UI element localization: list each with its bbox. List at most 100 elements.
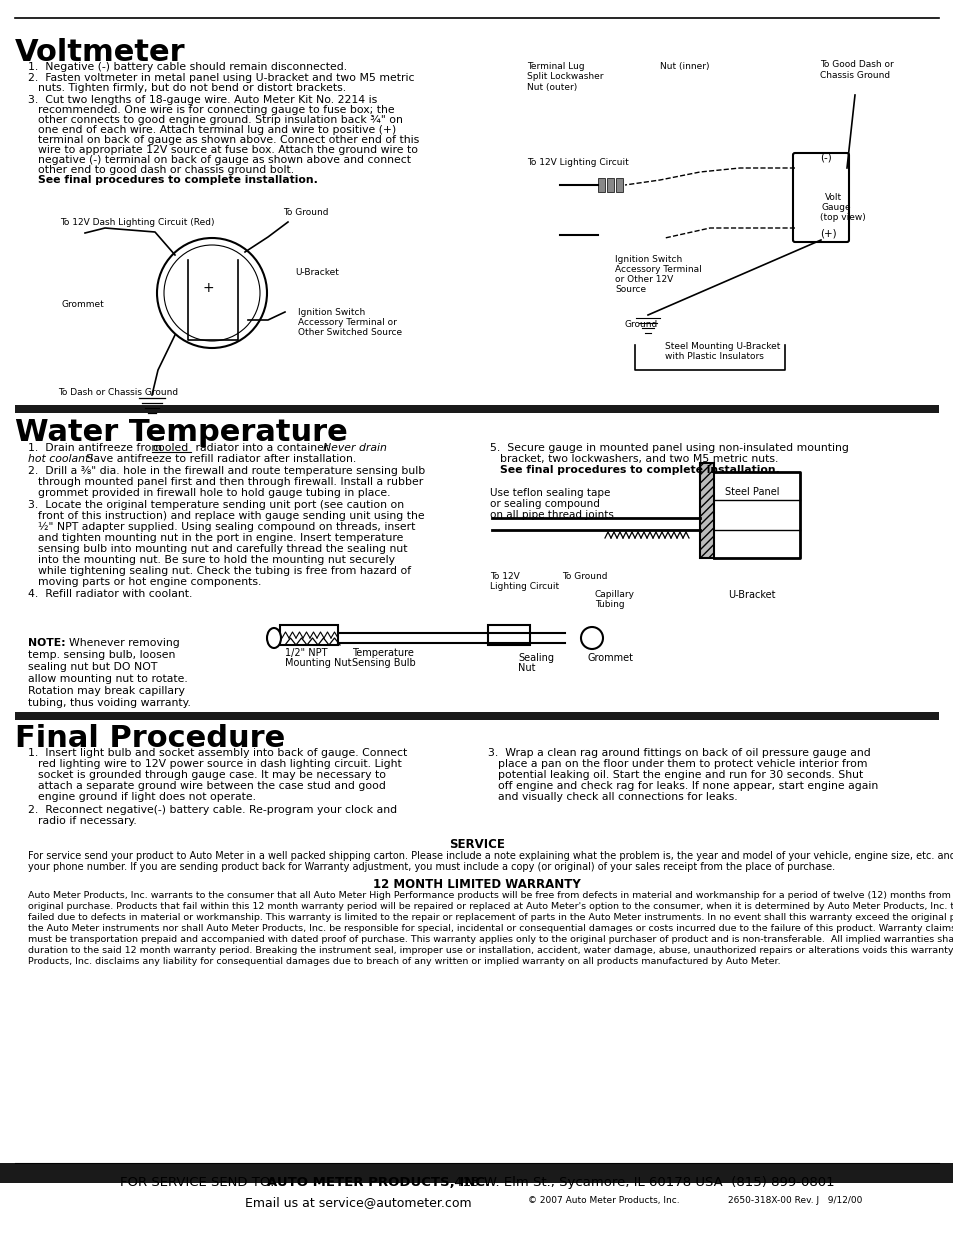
- Text: For service send your product to Auto Meter in a well packed shipping carton. Pl: For service send your product to Auto Me…: [28, 851, 953, 861]
- Text: engine ground if light does not operate.: engine ground if light does not operate.: [38, 792, 255, 802]
- Text: into the mounting nut. Be sure to hold the mounting nut securely: into the mounting nut. Be sure to hold t…: [38, 555, 395, 564]
- Text: Sealing: Sealing: [517, 653, 554, 663]
- Text: other connects to good engine ground. Strip insulation back ¾" on: other connects to good engine ground. St…: [38, 115, 402, 125]
- Text: moving parts or hot engine components.: moving parts or hot engine components.: [38, 577, 261, 587]
- Text: negative (-) terminal on back of gauge as shown above and connect: negative (-) terminal on back of gauge a…: [38, 156, 411, 165]
- Text: socket is grounded through gauge case. It may be necessary to: socket is grounded through gauge case. I…: [38, 769, 386, 781]
- Ellipse shape: [580, 627, 602, 650]
- Text: (+): (+): [820, 228, 836, 238]
- Text: Ignition Switch: Ignition Switch: [615, 254, 681, 264]
- Text: off engine and check rag for leaks. If none appear, start engine again: off engine and check rag for leaks. If n…: [497, 781, 878, 790]
- Text: hot coolant!: hot coolant!: [28, 454, 93, 464]
- Text: sealing nut but DO NOT: sealing nut but DO NOT: [28, 662, 157, 672]
- Text: Nut: Nut: [517, 663, 535, 673]
- Text: or Other 12V: or Other 12V: [615, 275, 673, 284]
- Text: Chassis Ground: Chassis Ground: [820, 70, 889, 80]
- Text: To Ground: To Ground: [561, 572, 607, 580]
- Text: terminal on back of gauge as shown above. Connect other end of this: terminal on back of gauge as shown above…: [38, 135, 418, 144]
- Text: Water Temperature: Water Temperature: [15, 417, 348, 447]
- Text: 12 MONTH LIMITED WARRANTY: 12 MONTH LIMITED WARRANTY: [373, 878, 580, 890]
- Text: nuts. Tighten firmly, but do not bend or distort brackets.: nuts. Tighten firmly, but do not bend or…: [38, 83, 346, 93]
- Text: Temperature: Temperature: [352, 648, 414, 658]
- Text: and tighten mounting nut in the port in engine. Insert temperature: and tighten mounting nut in the port in …: [38, 534, 403, 543]
- Text: while tightening sealing nut. Check the tubing is free from hazard of: while tightening sealing nut. Check the …: [38, 566, 411, 576]
- Text: attach a separate ground wire between the case stud and good: attach a separate ground wire between th…: [38, 781, 385, 790]
- Bar: [280, 625, 337, 645]
- Text: Split Lockwasher: Split Lockwasher: [526, 72, 603, 82]
- Bar: [15, 713, 938, 720]
- Text: other end to good dash or chassis ground bolt.: other end to good dash or chassis ground…: [38, 165, 294, 175]
- Text: (top view): (top view): [820, 212, 864, 222]
- Text: Products, Inc. disclaims any liability for consequential damages due to breach o: Products, Inc. disclaims any liability f…: [28, 957, 780, 966]
- Text: allow mounting nut to rotate.: allow mounting nut to rotate.: [28, 674, 188, 684]
- Text: © 2007 Auto Meter Products, Inc.: © 2007 Auto Meter Products, Inc.: [527, 1195, 679, 1205]
- Text: duration to the said 12 month warranty period. Breaking the instrument seal, imp: duration to the said 12 month warranty p…: [28, 946, 953, 955]
- Text: Nut (outer): Nut (outer): [526, 83, 577, 91]
- Text: Capillary: Capillary: [595, 590, 635, 599]
- Text: red lighting wire to 12V power source in dash lighting circuit. Light: red lighting wire to 12V power source in…: [38, 760, 401, 769]
- Bar: [15, 405, 938, 412]
- Text: Accessory Terminal: Accessory Terminal: [615, 266, 701, 274]
- Text: sensing bulb into mounting nut and carefully thread the sealing nut: sensing bulb into mounting nut and caref…: [38, 543, 407, 555]
- Bar: [488, 625, 530, 645]
- Text: grommet provided in firewall hole to hold gauge tubing in place.: grommet provided in firewall hole to hol…: [38, 488, 390, 498]
- Text: Terminal Lug: Terminal Lug: [526, 62, 584, 70]
- Text: cooled: cooled: [152, 443, 188, 453]
- Text: Sensing Bulb: Sensing Bulb: [352, 658, 416, 668]
- Text: front of this instruction) and replace with gauge sending unit using the: front of this instruction) and replace w…: [38, 511, 424, 521]
- Text: Gauge: Gauge: [821, 203, 851, 212]
- Text: 1.  Insert light bulb and socket assembly into back of gauge. Connect: 1. Insert light bulb and socket assembly…: [28, 748, 407, 758]
- Text: wire to appropriate 12V source at fuse box. Attach the ground wire to: wire to appropriate 12V source at fuse b…: [38, 144, 417, 156]
- Text: failed due to defects in material or workmanship. This warranty is limited to th: failed due to defects in material or wor…: [28, 913, 953, 923]
- Text: place a pan on the floor under them to protect vehicle interior from: place a pan on the floor under them to p…: [497, 760, 866, 769]
- Text: 2.  Reconnect negative(-) battery cable. Re-program your clock and: 2. Reconnect negative(-) battery cable. …: [28, 805, 396, 815]
- Text: 2.  Drill a ⅜" dia. hole in the firewall and route temperature sensing bulb: 2. Drill a ⅜" dia. hole in the firewall …: [28, 466, 425, 475]
- Text: Use teflon sealing tape: Use teflon sealing tape: [490, 488, 610, 498]
- Text: temp. sensing bulb, loosen: temp. sensing bulb, loosen: [28, 650, 175, 659]
- Text: and visually check all connections for leaks.: and visually check all connections for l…: [497, 792, 737, 802]
- Text: 1/2" NPT: 1/2" NPT: [285, 648, 327, 658]
- Text: U-Bracket: U-Bracket: [727, 590, 775, 600]
- Text: FOR SERVICE SEND TO:: FOR SERVICE SEND TO:: [120, 1176, 278, 1189]
- Text: potential leaking oil. Start the engine and run for 30 seconds. Shut: potential leaking oil. Start the engine …: [497, 769, 862, 781]
- Text: Steel Panel: Steel Panel: [724, 487, 779, 496]
- Text: 3.  Wrap a clean rag around fittings on back of oil pressure gauge and: 3. Wrap a clean rag around fittings on b…: [488, 748, 870, 758]
- Text: See final procedures to complete installation.: See final procedures to complete install…: [38, 175, 317, 185]
- Text: Final Procedure: Final Procedure: [15, 724, 285, 753]
- Text: your phone number. If you are sending product back for Warranty adjustment, you : your phone number. If you are sending pr…: [28, 862, 834, 872]
- Text: one end of each wire. Attach terminal lug and wire to positive (+): one end of each wire. Attach terminal lu…: [38, 125, 395, 135]
- Text: 4.  Refill radiator with coolant.: 4. Refill radiator with coolant.: [28, 589, 193, 599]
- Text: ½" NPT adapter supplied. Using sealing compound on threads, insert: ½" NPT adapter supplied. Using sealing c…: [38, 522, 415, 532]
- Text: 1.  Drain antifreeze from: 1. Drain antifreeze from: [28, 443, 165, 453]
- Text: radiator into a container.: radiator into a container.: [192, 443, 337, 453]
- Text: 5.  Secure gauge in mounted panel using non-insulated mounting: 5. Secure gauge in mounted panel using n…: [490, 443, 848, 453]
- Text: Rotation may break capillary: Rotation may break capillary: [28, 685, 185, 697]
- Text: To Dash or Chassis Ground: To Dash or Chassis Ground: [58, 388, 178, 396]
- Text: Nut (inner): Nut (inner): [659, 62, 709, 70]
- Bar: [616, 178, 622, 191]
- Text: 3.  Cut two lengths of 18-gauge wire. Auto Meter Kit No. 2214 is: 3. Cut two lengths of 18-gauge wire. Aut…: [28, 95, 376, 105]
- Text: radio if necessary.: radio if necessary.: [38, 816, 136, 826]
- Text: Lighting Circuit: Lighting Circuit: [490, 582, 558, 592]
- Text: the Auto Meter instruments nor shall Auto Meter Products, Inc. be responsible fo: the Auto Meter instruments nor shall Aut…: [28, 924, 953, 932]
- Text: Whenever removing: Whenever removing: [62, 638, 179, 648]
- Bar: [598, 178, 604, 191]
- Text: AUTO METER PRODUCTS, INC.: AUTO METER PRODUCTS, INC.: [267, 1176, 490, 1189]
- Text: must be transportation prepaid and accompanied with dated proof of purchase. Thi: must be transportation prepaid and accom…: [28, 935, 953, 944]
- Text: Mounting Nut: Mounting Nut: [285, 658, 351, 668]
- Text: To Good Dash or: To Good Dash or: [820, 61, 893, 69]
- Text: Save antifreeze to refill radiator after installation.: Save antifreeze to refill radiator after…: [83, 454, 355, 464]
- Bar: [606, 178, 614, 191]
- Text: with Plastic Insulators: with Plastic Insulators: [664, 352, 763, 361]
- Text: Grommet: Grommet: [587, 653, 634, 663]
- Bar: [700, 463, 713, 558]
- Text: SERVICE: SERVICE: [449, 839, 504, 851]
- Text: tubing, thus voiding warranty.: tubing, thus voiding warranty.: [28, 698, 191, 708]
- Text: Grommet: Grommet: [62, 300, 105, 309]
- Text: Ground: Ground: [624, 320, 658, 329]
- Text: Tubing: Tubing: [595, 600, 624, 609]
- Text: on all pipe thread joints: on all pipe thread joints: [490, 510, 613, 520]
- Text: 1.  Negative (-) battery cable should remain disconnected.: 1. Negative (-) battery cable should rem…: [28, 62, 347, 72]
- Text: Steel Mounting U-Bracket: Steel Mounting U-Bracket: [664, 342, 780, 351]
- Text: To Ground: To Ground: [283, 207, 328, 217]
